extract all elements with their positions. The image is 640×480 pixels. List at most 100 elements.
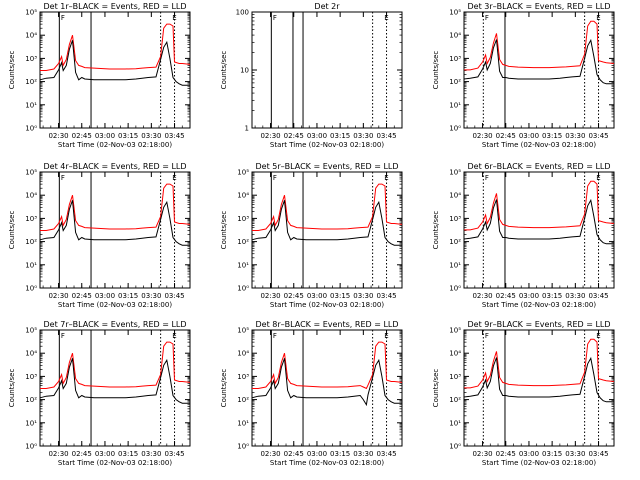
x-tick-label: 02:30 (472, 132, 492, 140)
x-axis-label: Start Time (02-Nov-03 02:18:00) (270, 459, 384, 467)
panel-title: Det 7r–BLACK = Events, RED = LLD (43, 320, 186, 329)
x-tick-label: 03:00 (95, 450, 115, 458)
x-axis-label: Start Time (02-Nov-03 02:18:00) (482, 141, 596, 149)
x-tick-label: 02:45 (72, 132, 92, 140)
y-tick-label: 10⁴ (449, 32, 461, 40)
x-tick-label: 03:00 (95, 132, 115, 140)
y-tick-label: 10⁴ (237, 192, 249, 200)
x-tick-label: 03:45 (588, 132, 608, 140)
y-tick-label: 10⁰ (449, 285, 461, 293)
panel-frame (463, 329, 615, 447)
flag-label: F (273, 174, 277, 182)
y-tick-label: 10¹ (25, 261, 37, 269)
lld-series-line (464, 180, 615, 231)
y-tick-label: 10⁰ (237, 285, 249, 293)
y-tick-label: 10² (237, 238, 249, 246)
x-tick-label: 03:30 (141, 132, 161, 140)
y-tick-label: 10¹ (449, 261, 461, 269)
y-tick-label: 10² (25, 396, 37, 404)
y-tick-label: 100 (236, 9, 249, 17)
panel-frame (251, 329, 403, 447)
y-tick-label: 10² (449, 396, 461, 404)
x-axis-label: Start Time (02-Nov-03 02:18:00) (270, 141, 384, 149)
panel-8: Det 8r–BLACK = Events, RED = LLD Counts/s… (220, 320, 403, 467)
x-tick-label: 02:45 (496, 132, 516, 140)
x-tick-label: 03:15 (330, 132, 350, 140)
x-axis-label: Start Time (02-Nov-03 02:18:00) (58, 459, 172, 467)
panel-title: Det 8r–BLACK = Events, RED = LLD (255, 320, 398, 329)
y-tick-label: 10⁵ (25, 327, 37, 335)
flag-label: F (61, 332, 65, 340)
y-tick-label: 10⁴ (25, 32, 37, 40)
events-series-line (39, 358, 190, 404)
lld-series-line (40, 23, 191, 71)
x-tick-label: 02:30 (48, 450, 68, 458)
x-tick-label: 02:30 (48, 292, 68, 300)
x-tick-label: 02:30 (472, 292, 492, 300)
flag-label: F (485, 332, 489, 340)
y-tick-label: 10¹ (25, 101, 37, 109)
x-axis-label: Start Time (02-Nov-03 02:18:00) (482, 459, 596, 467)
x-tick-label: 03:45 (376, 450, 396, 458)
flag-label: F (61, 14, 65, 22)
flag-label-2: E (384, 14, 388, 22)
x-tick-label: 02:45 (72, 450, 92, 458)
flag-label-2: E (172, 174, 176, 182)
x-axis-label: Start Time (02-Nov-03 02:18:00) (58, 301, 172, 309)
y-tick-label: 10⁴ (25, 350, 37, 358)
panel-title: Det 1r–BLACK = Events, RED = LLD (43, 2, 186, 11)
y-tick-label: 10² (449, 78, 461, 86)
x-axis-label: Start Time (02-Nov-03 02:18:00) (482, 301, 596, 309)
x-tick-label: 03:00 (519, 292, 539, 300)
panel-frame (251, 171, 403, 289)
y-tick-label: 10⁰ (25, 285, 37, 293)
y-tick-label: 10⁰ (237, 443, 249, 451)
x-tick-label: 02:30 (472, 450, 492, 458)
y-tick-label: 10⁵ (449, 169, 461, 177)
y-tick-label: 10⁵ (237, 327, 249, 335)
panel-title: Det 5r–BLACK = Events, RED = LLD (255, 162, 398, 171)
panel-frame (463, 171, 615, 289)
events-series-line (463, 38, 614, 85)
y-axis-label: Counts/sec (8, 211, 16, 250)
y-axis-label: Counts/sec (432, 211, 440, 250)
panel-4: Det 4r–BLACK = Events, RED = LLD Counts/s… (8, 162, 191, 309)
x-axis-label: Start Time (02-Nov-03 02:18:00) (58, 141, 172, 149)
lld-series-line (464, 20, 615, 71)
flag-label-2: E (384, 332, 388, 340)
panel-title: Det 9r–BLACK = Events, RED = LLD (467, 320, 610, 329)
y-tick-label: 10⁰ (449, 125, 461, 133)
x-tick-label: 02:45 (284, 450, 304, 458)
x-tick-label: 03:30 (353, 450, 373, 458)
x-tick-label: 02:30 (260, 132, 280, 140)
y-tick-label: 10² (449, 238, 461, 246)
x-tick-label: 03:30 (565, 450, 585, 458)
x-tick-label: 03:00 (95, 292, 115, 300)
lld-series-line (252, 183, 403, 231)
y-axis-label: Counts/sec (432, 369, 440, 408)
panel-frame (39, 11, 191, 129)
y-axis-label: Counts/sec (432, 51, 440, 90)
x-tick-label: 03:45 (164, 132, 184, 140)
panel-frame (39, 329, 191, 447)
events-series-line (39, 40, 190, 86)
y-tick-label: 10² (237, 396, 249, 404)
y-tick-label: 10³ (25, 373, 37, 381)
y-tick-label: 10⁰ (25, 125, 37, 133)
events-series-line (463, 356, 614, 403)
y-tick-label: 10³ (449, 55, 461, 63)
y-tick-label: 10⁴ (449, 192, 461, 200)
y-tick-label: 10⁵ (25, 169, 37, 177)
x-tick-label: 02:45 (72, 292, 92, 300)
y-tick-label: 10² (25, 78, 37, 86)
y-tick-label: 10³ (449, 215, 461, 223)
panel-frame (251, 11, 403, 129)
y-tick-label: 10⁵ (25, 9, 37, 17)
x-tick-label: 03:15 (118, 292, 138, 300)
x-tick-label: 03:45 (588, 450, 608, 458)
y-tick-label: 10¹ (25, 419, 37, 427)
y-tick-label: 10⁰ (25, 443, 37, 451)
y-tick-label: 10¹ (237, 261, 249, 269)
y-tick-label: 10³ (237, 215, 249, 223)
